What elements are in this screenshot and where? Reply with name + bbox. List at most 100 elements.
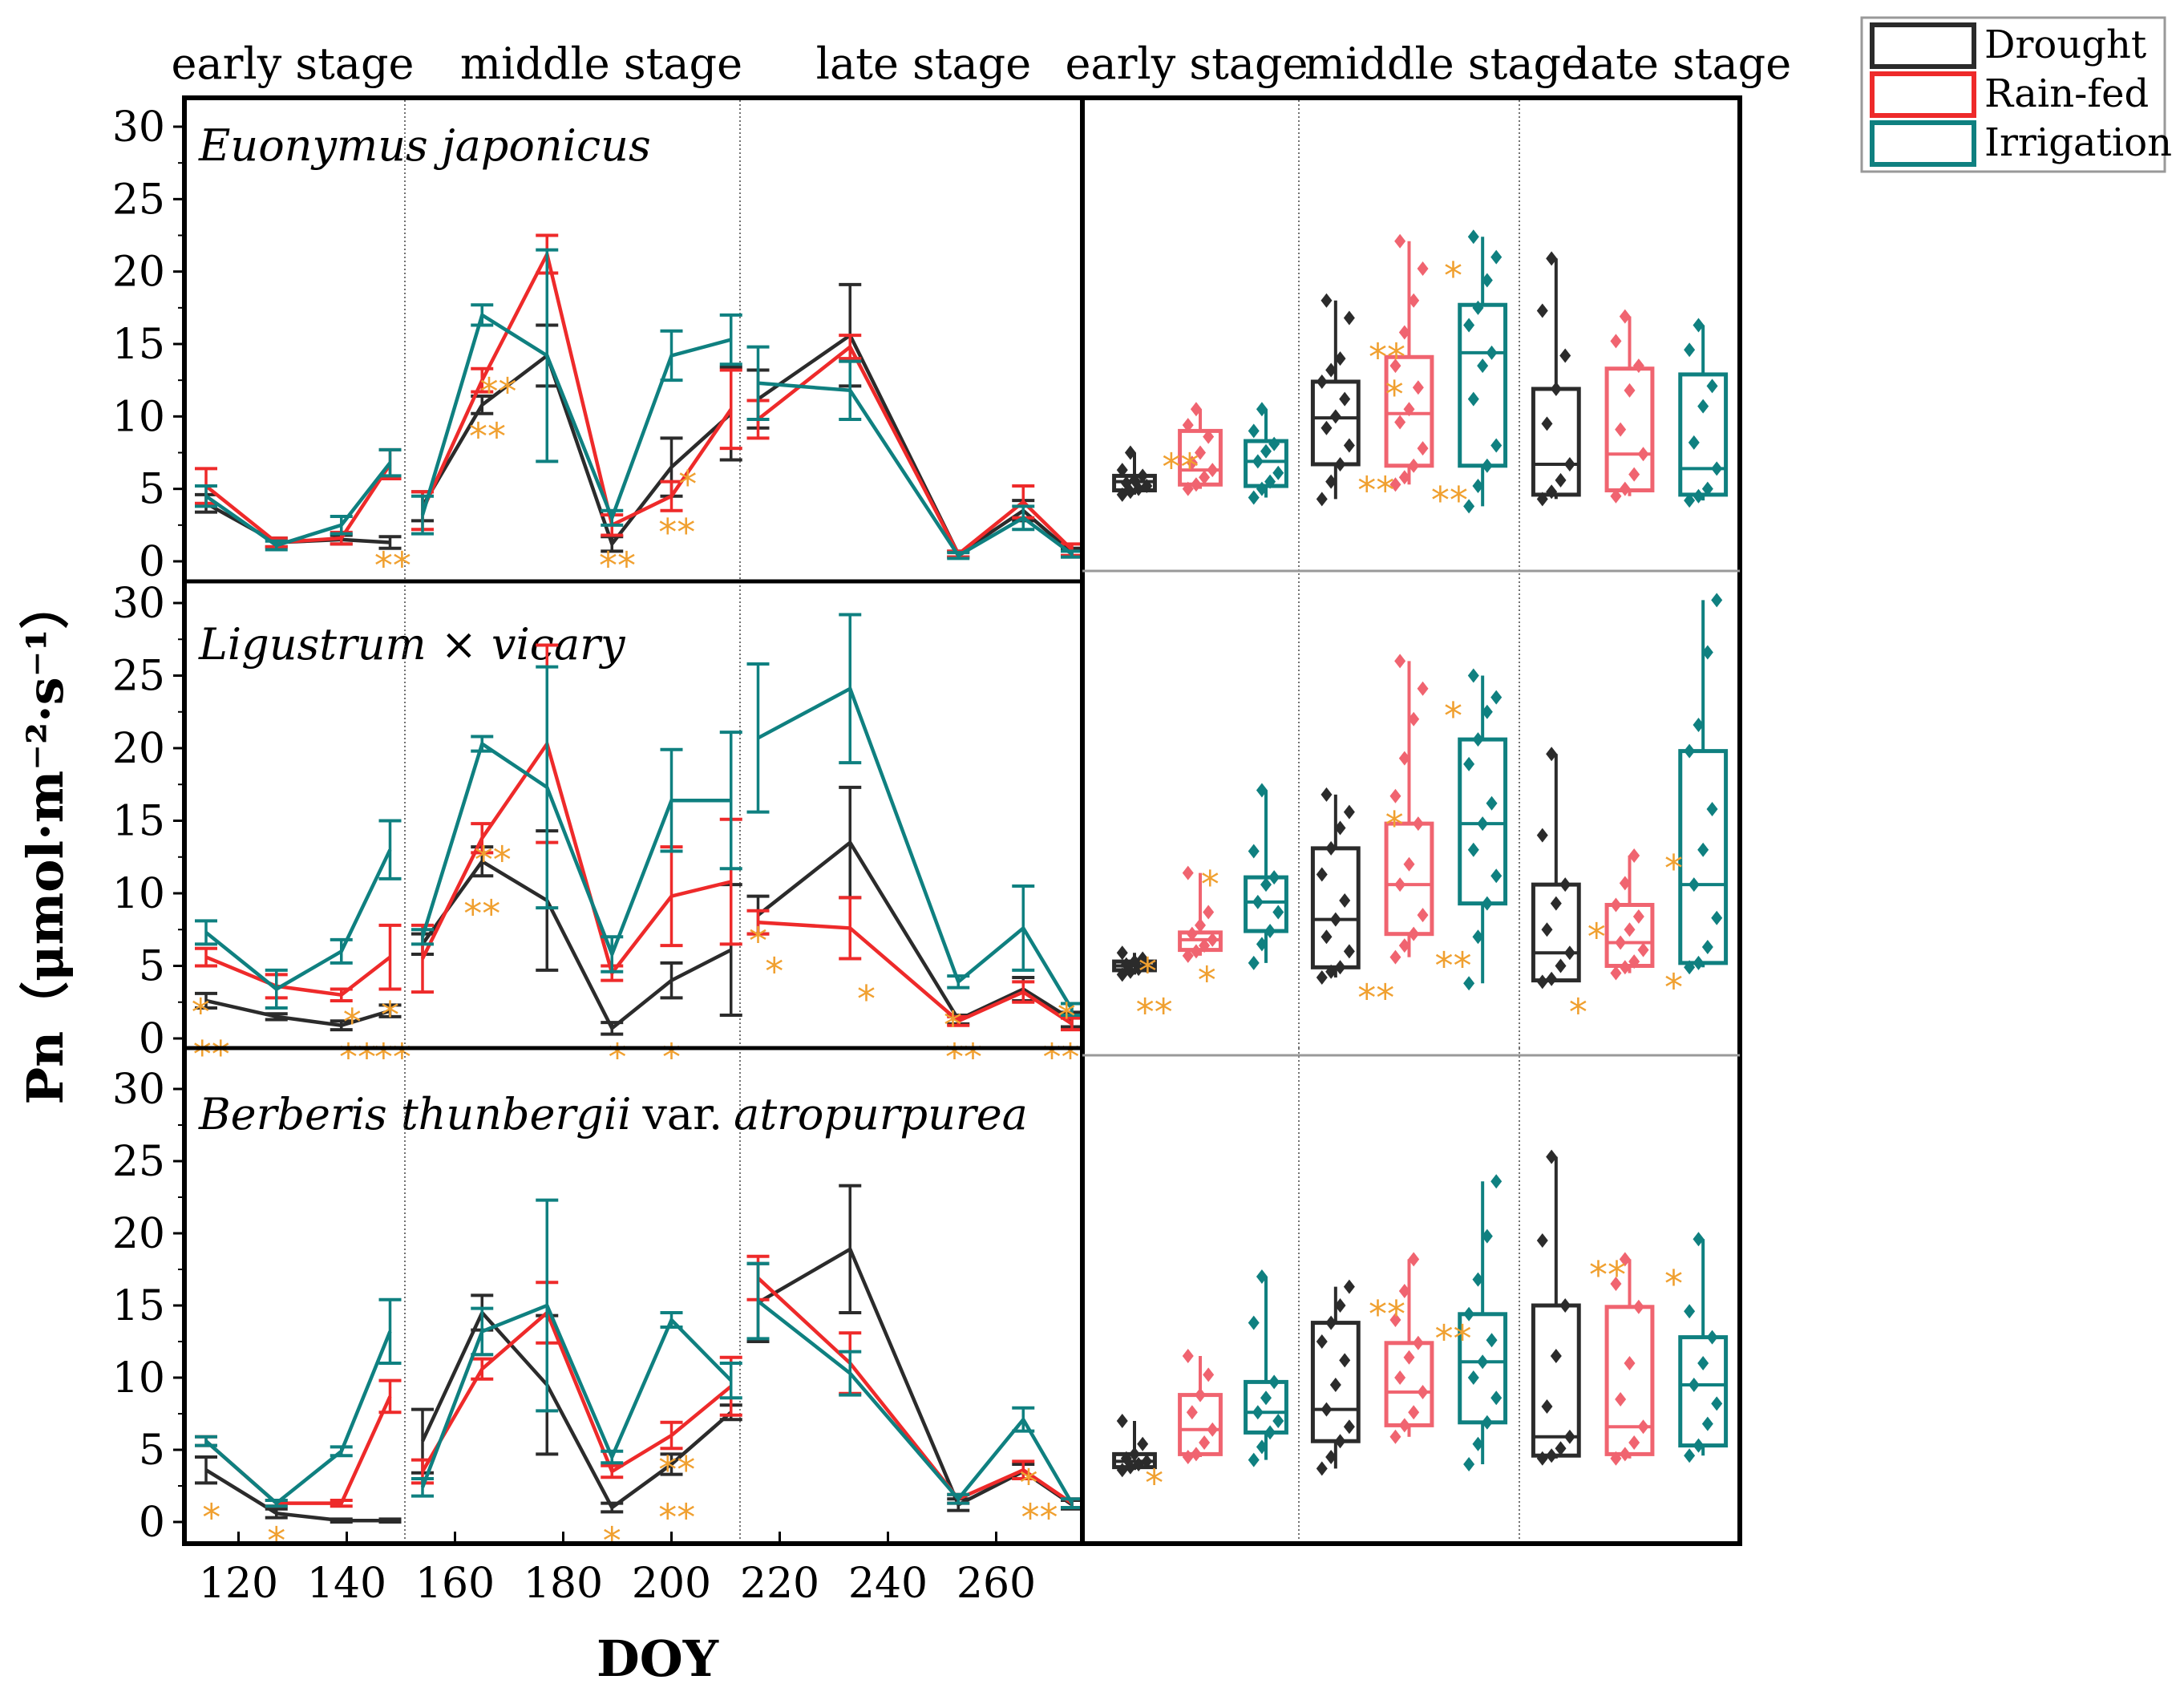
box-point-drought <box>1339 1353 1351 1368</box>
box-point-rain-fed <box>1403 402 1415 417</box>
legend-label-rain-fed: Rain-fed <box>1984 71 2149 116</box>
box-point-rain-fed <box>1408 1405 1420 1420</box>
significance-star: * <box>678 463 697 506</box>
box-point-drought <box>1541 1399 1553 1414</box>
box-chart-frame <box>1080 95 1742 1546</box>
box-point-rain-fed <box>1394 415 1406 430</box>
box-point-rain-fed <box>1628 1435 1640 1450</box>
box-significance-star: * <box>1139 950 1157 994</box>
box-point-rain-fed <box>1408 458 1420 473</box>
box-significance-star: ** <box>1369 1293 1405 1336</box>
box-point-irrigation <box>1706 1330 1718 1345</box>
box-significance-star: ** <box>1369 335 1405 378</box>
box-point-drought <box>1325 1315 1337 1330</box>
series-line-irrigation <box>420 1303 733 1488</box>
box-point-drought <box>1120 957 1132 972</box>
box-point-irrigation <box>1472 1272 1484 1287</box>
x-tick-label: 120 <box>199 1560 278 1608</box>
box-point-irrigation <box>1463 318 1475 333</box>
box-point-drought <box>1546 251 1558 266</box>
box-point-rain-fed <box>1195 445 1206 460</box>
x-tick-label: 260 <box>957 1560 1036 1608</box>
box-point-drought <box>1316 969 1328 985</box>
box-point-irrigation <box>1472 929 1484 945</box>
legend: Drought Rain-fed Irrigation <box>1860 16 2172 173</box>
box-point-irrigation <box>1264 474 1276 489</box>
box-point-drought <box>1559 877 1571 892</box>
box-point-irrigation <box>1684 1304 1696 1319</box>
box-point-rain-fed <box>1632 1299 1644 1314</box>
species-name-euonymus: Euonymus japonicus <box>198 120 651 171</box>
box-point-rain-fed <box>1207 1422 1219 1437</box>
box-point-rain-fed <box>1389 949 1401 965</box>
box-point-irrigation <box>1256 481 1268 496</box>
legend-label-drought: Drought <box>1984 22 2146 67</box>
box-point-drought <box>1343 804 1355 820</box>
box-point-drought <box>1116 945 1128 961</box>
box-point-drought <box>1329 409 1341 424</box>
box-point-drought <box>1343 944 1355 959</box>
box-point-drought <box>1339 893 1351 909</box>
box-point-drought <box>1334 1298 1346 1313</box>
series-line-irrigation <box>204 1330 392 1506</box>
box-point-rain-fed <box>1610 1451 1622 1466</box>
box-point-drought <box>1536 492 1548 507</box>
box-point-rain-fed <box>1637 447 1649 462</box>
y-tick-label: 20 <box>112 1210 165 1258</box>
box-body-rain-fed <box>1604 902 1655 968</box>
x-tick-label: 140 <box>307 1560 386 1608</box>
box-point-rain-fed <box>1207 463 1219 478</box>
box-point-rain-fed <box>1610 334 1622 349</box>
y-tick-label: 5 <box>139 943 165 991</box>
box-plots: ******************************** * <box>1112 229 1729 1504</box>
legend-frame <box>1860 16 2166 173</box>
box-point-drought <box>1321 293 1333 308</box>
species-label-euonymus: Euonymus japonicus <box>198 120 651 171</box>
box-point-rain-fed <box>1417 1385 1429 1399</box>
box-point-rain-fed <box>1190 1447 1202 1462</box>
box-point-rain-fed <box>1412 1335 1424 1350</box>
box-point-irrigation <box>1697 842 1709 857</box>
species-suffix-ligustrum: vicary <box>491 619 626 670</box>
box-body-rain-fed <box>1178 1393 1223 1456</box>
box-point-irrigation <box>1481 1415 1493 1430</box>
box-point-rain-fed <box>1203 429 1215 444</box>
box-point-drought <box>1329 912 1341 927</box>
box-point-rain-fed <box>1190 402 1202 417</box>
box-point-drought <box>1325 474 1337 489</box>
box-point-rain-fed <box>1619 960 1631 975</box>
box-point-irrigation <box>1701 645 1713 660</box>
box-point-drought <box>1137 951 1149 966</box>
box-point-rain-fed <box>1408 293 1420 308</box>
y-tick-label: 25 <box>112 653 165 701</box>
box-point-rain-fed <box>1610 488 1622 504</box>
series-line-drought <box>421 352 733 548</box>
box-point-drought <box>1120 1451 1132 1466</box>
box-point-irrigation <box>1463 1306 1475 1322</box>
significance-star: ** <box>658 1448 695 1492</box>
significance-star: ** <box>658 1496 695 1540</box>
box-point-irrigation <box>1477 816 1489 832</box>
box-point-drought <box>1339 391 1351 407</box>
box-point-drought <box>1137 1436 1149 1451</box>
box-point-rain-fed <box>1394 877 1406 892</box>
box-point-drought <box>1129 1447 1140 1462</box>
box-point-drought <box>1329 1378 1341 1392</box>
box-point-drought <box>1334 1434 1346 1449</box>
box-point-drought <box>1116 1463 1128 1478</box>
box-point-irrigation <box>1688 1378 1700 1392</box>
box-point-irrigation <box>1688 877 1700 892</box>
series-line-irrigation <box>204 461 392 548</box>
box-point-rain-fed <box>1186 1405 1198 1420</box>
box-point-irrigation <box>1490 1390 1503 1406</box>
box-point-drought <box>1120 476 1132 491</box>
species-symbol-ligustrum: × <box>441 619 477 670</box>
box-point-irrigation <box>1268 436 1280 451</box>
box-point-drought <box>1563 456 1575 472</box>
legend-swatch-drought <box>1870 22 1976 69</box>
box-point-rain-fed <box>1389 788 1401 803</box>
box-significance-star: * <box>1664 966 1683 1010</box>
x-tick-label: 180 <box>524 1560 603 1608</box>
box-point-irrigation <box>1463 499 1475 514</box>
